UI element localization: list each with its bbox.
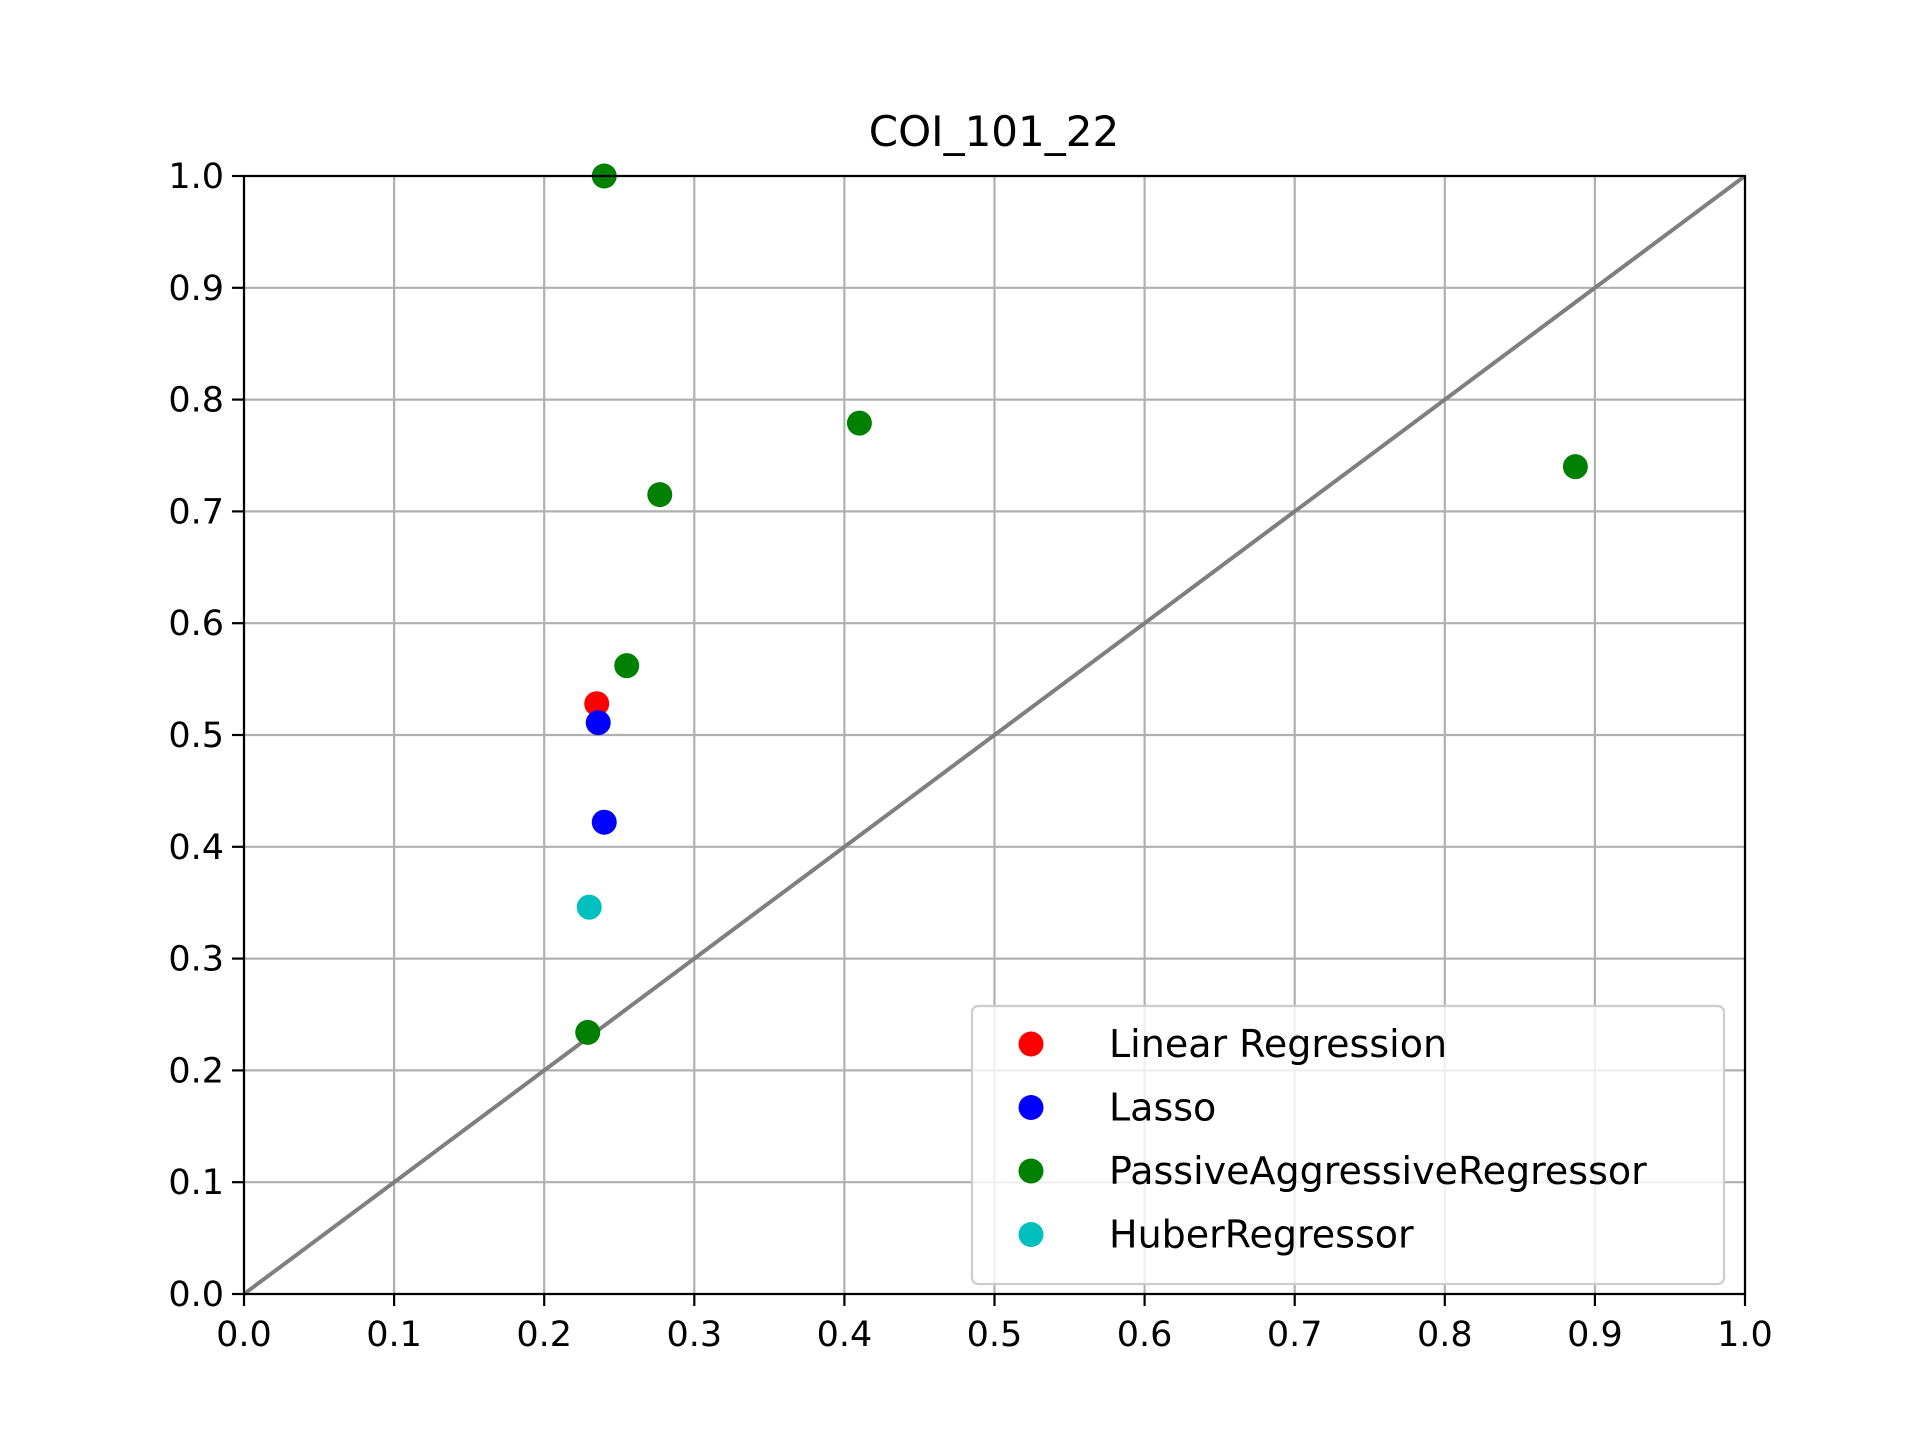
axis-ticks: 0.0 0.1 0.2 0.3 0.4 0.5 0.6 0.7 0.8 0.9 1.0 0.0 0.1 0… [168,157,1773,1355]
y-tick-label: 1.0 [168,157,224,197]
x-tick-label: 0.4 [817,1315,873,1355]
x-tick-label: 0.3 [666,1315,722,1355]
legend-label: Linear Regression [1109,1022,1447,1066]
y-tick-label: 0.5 [168,716,224,756]
data-points [575,163,1588,1045]
data-point [614,653,640,679]
y-tick-label: 0.2 [168,1051,224,1091]
y-tick-label: 0.8 [168,381,224,421]
x-tick-label: 0.8 [1417,1315,1473,1355]
y-tick-label: 0.4 [168,828,224,868]
data-point [585,710,611,736]
x-tick-label: 0.7 [1267,1315,1323,1355]
x-tick-label: 0.5 [967,1315,1023,1355]
legend-marker [1018,1031,1044,1057]
x-tick-label: 0.0 [216,1315,272,1355]
y-tick-label: 0.7 [168,492,224,532]
legend-marker [1018,1222,1044,1247]
data-point [647,482,673,508]
y-tick-label: 0.0 [168,1275,224,1315]
legend: Linear Regression Lasso PassiveAggressiveR… [970,1004,1726,1286]
legend-box [970,1004,1726,1286]
data-point [575,1019,601,1045]
data-point [584,691,610,717]
y-tick-label: 0.6 [168,604,224,644]
x-tick-label: 0.6 [1117,1315,1173,1355]
identity-reference-line [242,174,1747,1296]
x-tick-label: 0.9 [1567,1315,1623,1355]
data-point [591,809,617,835]
legend-label: PassiveAggressiveRegressor [1109,1149,1647,1193]
x-tick-label: 0.1 [366,1315,422,1355]
legend-label: Lasso [1109,1086,1216,1130]
y-tick-label: 0.1 [168,1163,224,1203]
reference-line-layer [242,174,1747,1296]
data-point [1562,454,1588,480]
y-tick-label: 0.9 [168,269,224,309]
legend-marker [1018,1158,1044,1184]
legend-marker [1018,1095,1044,1120]
data-point [576,894,602,920]
legend-label: HuberRegressor [1109,1213,1414,1257]
x-tick-label: 0.2 [516,1315,572,1355]
chart-title: COI_101_22 [869,107,1119,156]
y-tick-label: 0.3 [168,940,224,980]
data-point [846,410,872,436]
x-tick-label: 1.0 [1717,1315,1773,1355]
